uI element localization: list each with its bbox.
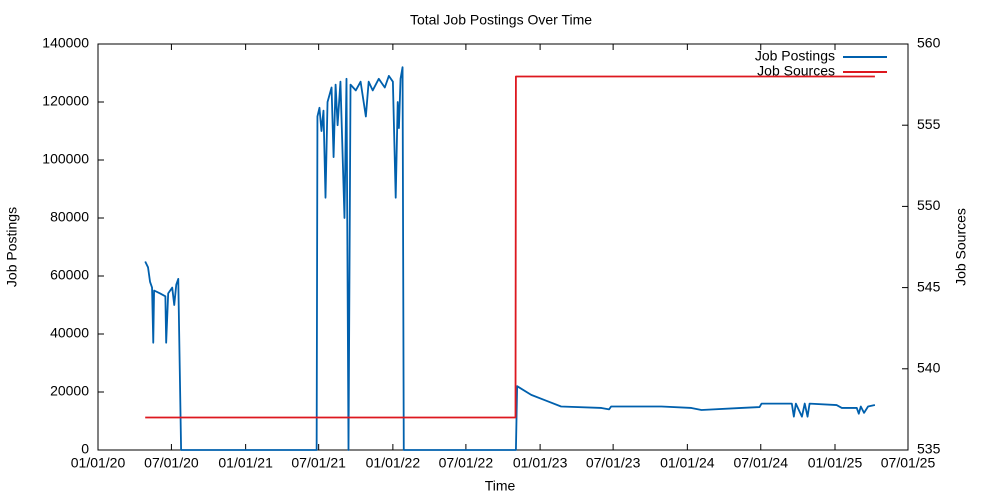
y2-tick-label: 540 [917,360,941,376]
x-tick-label: 07/01/25 [881,455,936,471]
y-tick-label: 80000 [50,209,89,225]
x-tick-label: 01/01/23 [513,455,568,471]
y2-tick-label: 545 [917,278,941,294]
line-series [144,66,876,451]
x-tick-label: 01/01/20 [71,455,126,471]
x-tick-label: 07/01/21 [291,455,346,471]
x-tick-label: 01/01/21 [218,455,273,471]
y-tick-label: 140000 [42,35,89,51]
y2-tick-label: 560 [917,35,941,51]
y-tick-label: 120000 [42,93,89,109]
y2-axis-label: Job Sources [953,208,969,286]
legend-label: Job Sources [757,63,835,79]
x-axis-label: Time [485,478,516,494]
line-series [145,75,875,419]
x-tick-label: 01/01/24 [660,455,715,471]
chart-title: Total Job Postings Over Time [410,12,592,28]
y2-tick-label: 555 [917,116,941,132]
x-tick-label: 07/01/23 [586,455,641,471]
y-tick-label: 40000 [50,325,89,341]
x-tick-label: 07/01/24 [734,455,789,471]
y-tick-label: 0 [81,441,89,457]
y2-tick-label: 535 [917,441,941,457]
x-tick-label: 01/01/25 [808,455,863,471]
y-tick-label: 20000 [50,383,89,399]
x-tick-label: 07/01/22 [439,455,494,471]
x-tick-label: 07/01/20 [144,455,199,471]
y-tick-label: 60000 [50,267,89,283]
x-tick-label: 01/01/22 [366,455,421,471]
y2-tick-label: 550 [917,197,941,213]
y-tick-label: 100000 [42,151,89,167]
legend-label: Job Postings [755,48,835,64]
y-axis-label: Job Postings [4,207,20,287]
